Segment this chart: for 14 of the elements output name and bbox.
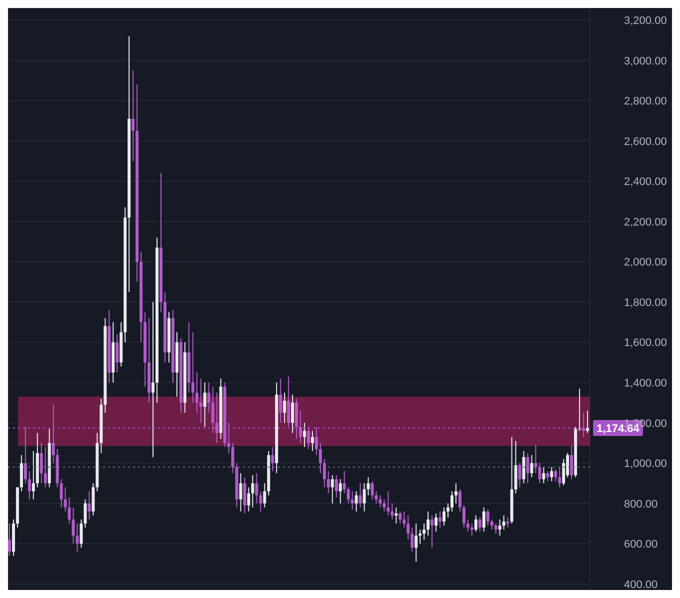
y-tick-label: 2,800.00 <box>624 96 667 108</box>
y-tick-label: 1,800.00 <box>624 296 667 309</box>
y-tick-label: 1,000.00 <box>624 458 667 470</box>
y-tick-label: 600.00 <box>624 538 658 551</box>
y-tick-label: 3,200.00 <box>624 14 667 27</box>
y-tick-label: 400.00 <box>624 578 658 591</box>
y-tick-label: 2,200.00 <box>624 216 667 228</box>
y-tick-label: 2,600.00 <box>624 136 667 148</box>
y-tick-label: 800.00 <box>624 498 658 510</box>
y-tick-label: 3,000.00 <box>624 55 667 68</box>
y-tick-label: 2,000.00 <box>624 256 667 269</box>
y-tick-label: 2,400.00 <box>624 176 667 188</box>
y-tick-label: 1,600.00 <box>624 337 667 350</box>
y-tick-label: 1,400.00 <box>624 377 667 390</box>
